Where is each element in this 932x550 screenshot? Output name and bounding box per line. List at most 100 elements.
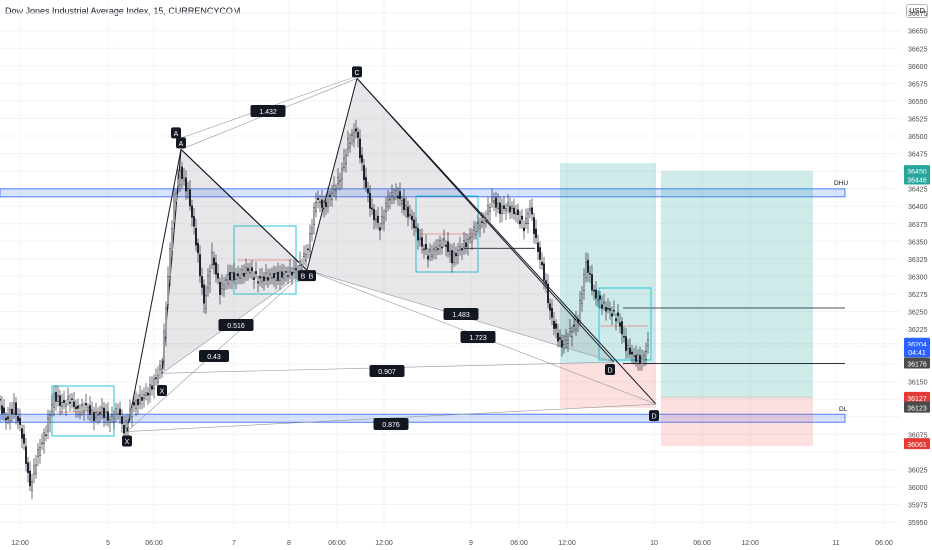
- candle-body: [181, 166, 183, 179]
- candle-body: [411, 215, 413, 221]
- candle-body: [419, 237, 421, 240]
- candle-body: [593, 289, 595, 292]
- candle-body: [263, 276, 265, 282]
- candle-body: [241, 269, 243, 275]
- x-tick-label: 5: [106, 540, 110, 547]
- candle-body: [131, 407, 133, 417]
- candle-body: [127, 422, 129, 429]
- candle-body: [0, 399, 1, 401]
- candle-body: [87, 407, 89, 411]
- candle-body: [61, 401, 63, 407]
- zone-label-dhu: DHU: [834, 180, 848, 187]
- candle-body: [1, 405, 3, 414]
- axes: 35950 35975 36000 36025 36075 36150 36225 36250…: [11, 11, 930, 547]
- candle-body: [383, 217, 385, 223]
- candle-body: [79, 413, 81, 416]
- candle-body: [245, 267, 247, 274]
- candle-body: [293, 268, 295, 273]
- price-tag: 36176: [904, 357, 930, 369]
- candle-body: [319, 201, 321, 204]
- zone-dhu: [0, 188, 846, 198]
- candle-body: [481, 221, 483, 223]
- xab-triangle: [162, 149, 307, 374]
- candle-body: [449, 250, 451, 255]
- target-zone-2: [661, 170, 813, 398]
- currency-badge[interactable]: USD: [906, 4, 928, 18]
- x-tick-label: 8: [287, 540, 291, 547]
- ratio-label: 1.723: [460, 331, 496, 343]
- candle-body: [139, 394, 141, 405]
- candle-body: [333, 185, 335, 190]
- svg-text:C: C: [354, 70, 359, 77]
- candle-body: [465, 242, 467, 247]
- candle-body: [541, 261, 543, 266]
- candle-body: [233, 272, 235, 281]
- candle-body: [495, 197, 497, 208]
- pattern-point-a: A: [176, 137, 186, 149]
- candle-body: [265, 272, 267, 279]
- candle-body: [489, 207, 491, 212]
- pattern-leg: [356, 78, 657, 405]
- candle-body: [395, 188, 397, 191]
- candle-body: [497, 202, 499, 209]
- price-tag: 36061: [904, 438, 930, 450]
- candle-body: [401, 200, 403, 204]
- pattern-point-d: D: [649, 410, 659, 422]
- candle-body: [29, 470, 31, 487]
- candle-body: [643, 354, 645, 357]
- x-tick-label: 06:00: [328, 540, 346, 547]
- candle-body: [519, 220, 521, 225]
- candle-body: [151, 385, 153, 390]
- x-tick-label: 9: [469, 540, 473, 547]
- candle-body: [549, 303, 551, 311]
- trade-setups: [464, 163, 845, 447]
- candle-body: [399, 191, 401, 200]
- y-tick-label: 36475: [908, 152, 928, 159]
- candle-body: [629, 347, 631, 355]
- range-box: [598, 287, 652, 361]
- candle-body: [31, 481, 33, 491]
- ratio-label: 0.876: [373, 418, 409, 430]
- candle-body: [7, 416, 9, 420]
- ratio-labels: X AA B B C D D X 1.432 0.516 0.43 0.907 0.876 1.483 1.…: [122, 66, 659, 447]
- candle-body: [259, 276, 261, 279]
- candle-body: [433, 248, 435, 251]
- candle-body: [117, 413, 119, 415]
- candle-body: [361, 154, 363, 163]
- candle-body: [451, 250, 453, 264]
- harmonic-pattern: [51, 75, 657, 437]
- candle-body: [571, 331, 573, 337]
- candle-body: [301, 264, 303, 270]
- candle-body: [37, 448, 39, 457]
- candle-body: [93, 412, 95, 421]
- candle-body: [309, 233, 311, 252]
- candle-body: [91, 409, 93, 415]
- candle-body: [211, 252, 213, 265]
- candle-body: [109, 419, 111, 423]
- candle-body: [275, 272, 277, 281]
- candle-body: [515, 212, 517, 215]
- ratio-label: 0.907: [369, 365, 405, 377]
- candle-body: [155, 377, 157, 380]
- candle-body: [291, 271, 293, 276]
- candle-body: [527, 212, 529, 224]
- candle-body: [219, 282, 221, 295]
- candle-body: [453, 252, 455, 263]
- candle-body: [625, 336, 627, 351]
- svg-text:0.516: 0.516: [227, 323, 245, 330]
- svg-text:1.483: 1.483: [452, 312, 470, 319]
- candle-body: [491, 197, 493, 202]
- candle-body: [253, 277, 255, 280]
- candle-body: [461, 248, 463, 251]
- candle-body: [33, 465, 35, 475]
- candle-body: [257, 281, 259, 284]
- candle-body: [21, 428, 23, 439]
- candle-body: [229, 272, 231, 281]
- candle-body: [201, 276, 203, 288]
- candle-body: [143, 394, 145, 399]
- y-tick-label: 36650: [908, 29, 928, 36]
- candle-body: [371, 207, 373, 210]
- candle-body: [153, 378, 155, 390]
- candle-body: [479, 225, 481, 229]
